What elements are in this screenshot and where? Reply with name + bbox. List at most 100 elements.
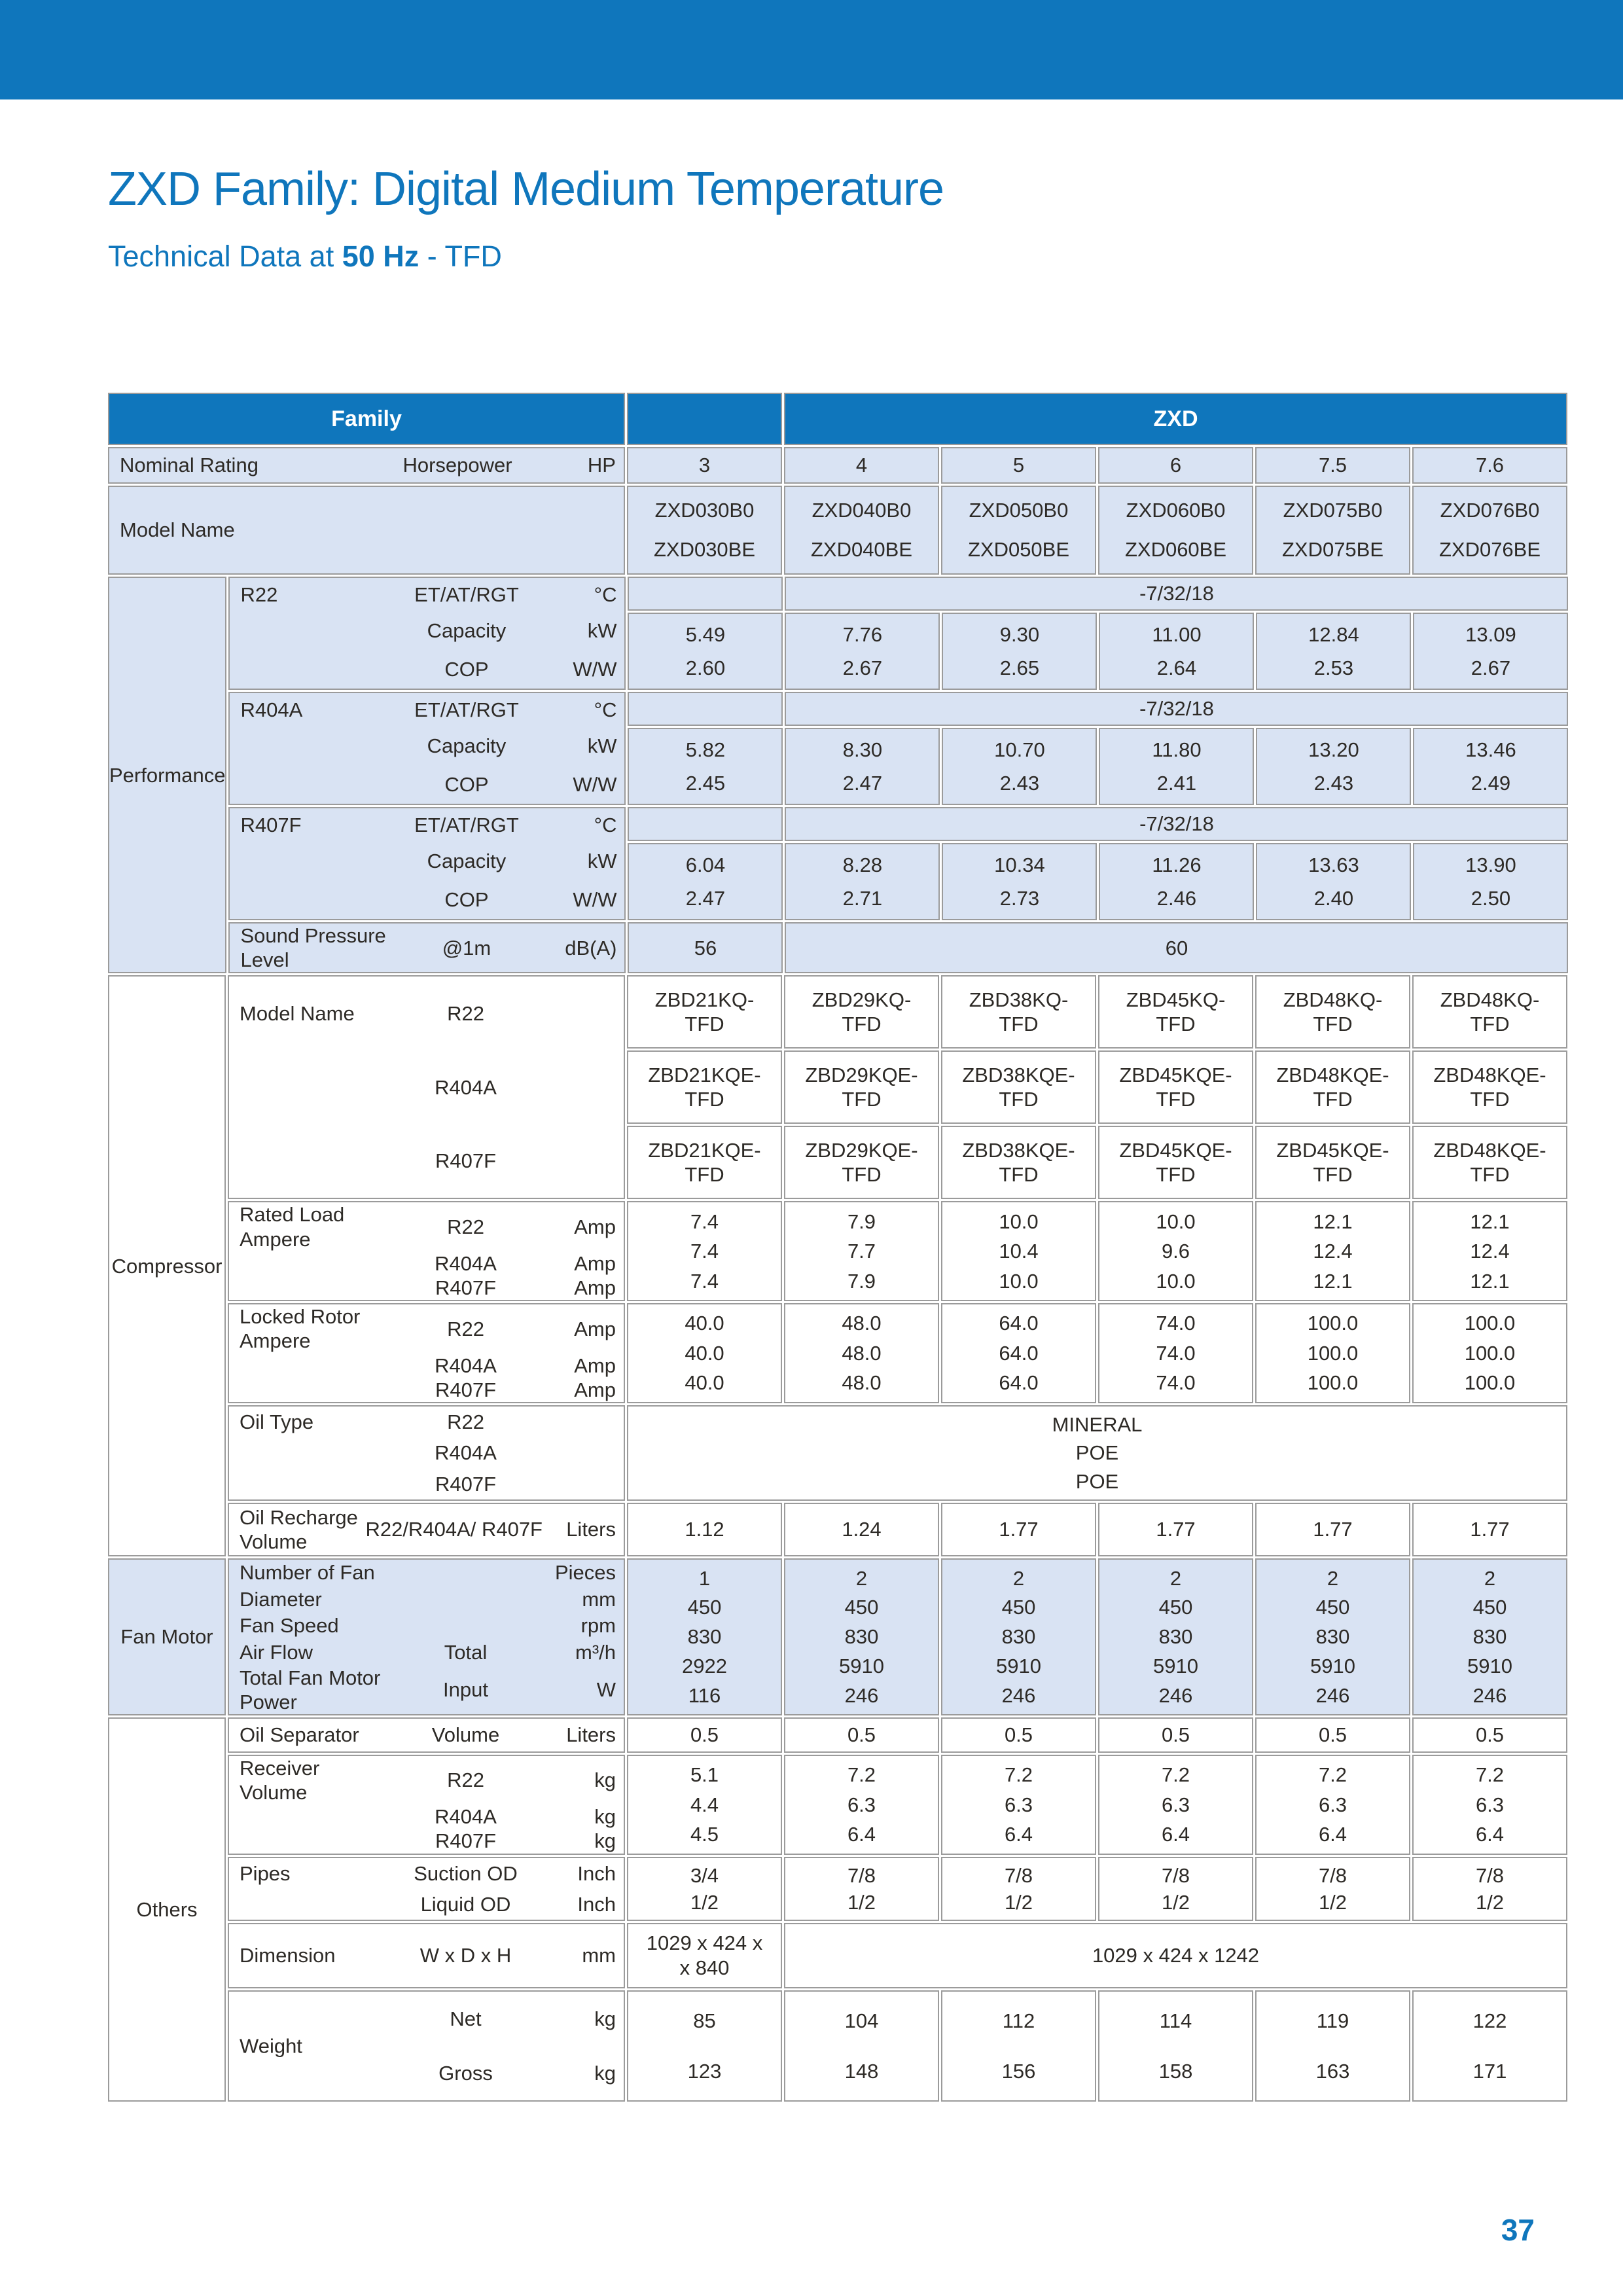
row-unit: kW: [587, 850, 617, 873]
row-sublabel: R22: [447, 1768, 484, 1792]
table-section: Performance R22 ET/AT/RGT °C Capacity kW COP W/…: [108, 577, 1569, 974]
value-cell: 64.0: [999, 1341, 1039, 1365]
value-cell-stack: 7.2 6.3 6.4: [941, 1754, 1096, 1855]
value-cell: 2: [1484, 1566, 1496, 1590]
data-table: Family ZXD Nominal Rating Horsepower HP 3 4 5 6 7…: [108, 393, 1569, 2102]
value-cell: 450: [1315, 1596, 1350, 1619]
value-cell: 4.4: [690, 1793, 719, 1816]
row-sublabel: R404A: [435, 1251, 497, 1275]
value-cell: ZBD21KQE- TFD: [627, 1050, 782, 1124]
value-cell-stack: 85 123: [627, 1990, 782, 2102]
value-cell: ZBD21KQ- TFD: [627, 975, 782, 1049]
value-cell: 12.84: [1308, 622, 1359, 646]
value-cell-stack: 13.09 2.67: [1413, 613, 1569, 690]
label-line: R404A kg: [229, 1804, 624, 1829]
row-sublabel: R407F: [435, 1472, 497, 1496]
row-label: Nominal Rating: [120, 454, 259, 477]
value-cell-stack: 7.76 2.67: [785, 613, 940, 690]
value-cell: 6.3: [1004, 1793, 1033, 1816]
value-cell: 6.4: [847, 1823, 876, 1846]
value-cell: ZBD38KQE- TFD: [941, 1126, 1096, 1200]
value-cell: 10.70: [994, 738, 1045, 761]
value-cell-stack: 7.9 7.7 7.9: [784, 1201, 939, 1302]
value-cell: 7.76: [842, 622, 883, 646]
value-cell: 13.63: [1308, 853, 1359, 876]
value-cell: 100.0: [1464, 1341, 1516, 1365]
label-line: Oil Recharge Volume R22/R404A/ R407F Liter…: [229, 1505, 624, 1554]
row-unit: °C: [594, 583, 617, 607]
value-cell: ZXD076B0: [1440, 499, 1540, 522]
value-cell: ZXD075BE: [1281, 538, 1384, 562]
row-label: R407F: [240, 814, 302, 837]
value-cell-stack: 100.0 100.0 100.0: [1255, 1303, 1410, 1403]
label-line: Number of Fan Pieces: [229, 1560, 624, 1586]
value-cell: 12.1: [1470, 1269, 1510, 1293]
row-label-box: Number of Fan Pieces Diameter mm Fan Speed rp…: [228, 1558, 625, 1715]
value-cell-stack: 119 163: [1255, 1990, 1410, 2102]
value-cell-column: ZBD48KQ- TFD ZBD48KQE- TFD ZBD48KQE- TFD: [1412, 975, 1567, 1200]
value-cell: 450: [844, 1596, 879, 1619]
value-cell: 2.43: [1313, 771, 1354, 795]
value-cell: 100.0: [1464, 1371, 1516, 1395]
value-cell: 2.40: [1313, 886, 1354, 910]
row-label: Diameter: [240, 1587, 322, 1611]
row-label: R404A: [240, 698, 303, 722]
merged-value-cell: -7/32/18: [785, 692, 1569, 726]
row-unit: Amp: [574, 1215, 616, 1238]
label-line: R404A Amp: [229, 1354, 624, 1378]
label-line: R404A: [229, 1437, 624, 1468]
row-label-box: Locked Rotor Ampere R22 Amp R404A Amp R407F Am…: [228, 1303, 625, 1403]
value-cell-stack: 114 158: [1098, 1990, 1253, 2102]
value-cell: ZBD48KQ- TFD: [1255, 975, 1410, 1049]
value-cell-stack: 7.2 6.3 6.4: [1412, 1754, 1567, 1855]
label-line: R407F Amp: [229, 1276, 624, 1300]
value-cell: 2.49: [1471, 771, 1511, 795]
merged-value-cell: MINERAL: [1052, 1412, 1143, 1436]
value-cell: 7/8: [1004, 1863, 1033, 1887]
value-cell-stack: 7.2 6.3 6.4: [1255, 1754, 1410, 1855]
value-cell-stack: 12.84 2.53: [1256, 613, 1412, 690]
row-sublabel: Net: [450, 2007, 482, 2030]
row-label-box: Oil Separator Volume Liters: [228, 1717, 625, 1753]
row-unit: dB(A): [565, 936, 617, 960]
value-cell-stack: 7/8 1/2: [1412, 1856, 1567, 1921]
value-cell: ZBD48KQE- TFD: [1412, 1050, 1567, 1124]
label-line: Sound Pressure Level @1m dB(A): [230, 924, 624, 972]
value-cell: 40.0: [685, 1312, 724, 1335]
value-cell: 48.0: [842, 1312, 882, 1335]
row-label-box: Model Name R22 R404A R407F: [228, 975, 625, 1200]
value-cell-stack: 12.1 12.4 12.1: [1412, 1201, 1567, 1302]
section-bands: R22 ET/AT/RGT °C Capacity kW COP W/W -7/32/18 5.…: [228, 577, 1569, 974]
row-sublabel: R404A: [435, 1075, 497, 1099]
value-cell-stack: 5.82 2.45: [628, 728, 783, 805]
value-cell-column: ZBD45KQ- TFD ZBD45KQE- TFD ZBD45KQE- TFD: [1098, 975, 1253, 1200]
table-band: Weight Net kg Gross kg 85 123 104 148 112 156 114 15…: [228, 1990, 1567, 2102]
value-cell: ZBD48KQE- TFD: [1255, 1050, 1410, 1124]
value-cell: 7/8: [1161, 1863, 1190, 1887]
value-cell: 12.1: [1313, 1210, 1353, 1233]
value-cell: ZBD45KQ- TFD: [1098, 975, 1253, 1049]
table-band: Oil Type R22 R404A R407F MINERAL POE POE: [228, 1405, 1567, 1501]
value-cell-stack: 7/8 1/2: [784, 1856, 939, 1921]
value-cell-stack: ZXD076B0 ZXD076BE: [1412, 486, 1567, 575]
merged-value-cell: POE: [1075, 1469, 1119, 1493]
row-sublabel: COP: [444, 658, 489, 681]
row-label: Receiver Volume: [240, 1756, 320, 1804]
value-cell: 0.5: [784, 1717, 939, 1753]
value-cell: 13.09: [1465, 622, 1516, 646]
page-title: ZXD Family: Digital Medium Temperature: [108, 163, 944, 215]
table-band: -7/32/18: [628, 577, 1569, 611]
value-cell: 10.4: [999, 1240, 1039, 1263]
value-cell: 74.0: [1156, 1341, 1196, 1365]
value-cell-stack: 112 156: [941, 1990, 1096, 2102]
row-label: Oil Type: [240, 1410, 314, 1433]
value-cell: 1.77: [941, 1502, 1096, 1556]
row-unit: Pieces: [554, 1561, 616, 1585]
value-cell: 246: [1472, 1683, 1507, 1707]
row-unit: Liters: [566, 1723, 616, 1747]
value-cell-stack: 5.1 4.4 4.5: [627, 1754, 782, 1855]
label-line: R407F kg: [229, 1829, 624, 1853]
row-sublabel: R22: [447, 1215, 484, 1238]
value-cell: 2.47: [842, 771, 883, 795]
